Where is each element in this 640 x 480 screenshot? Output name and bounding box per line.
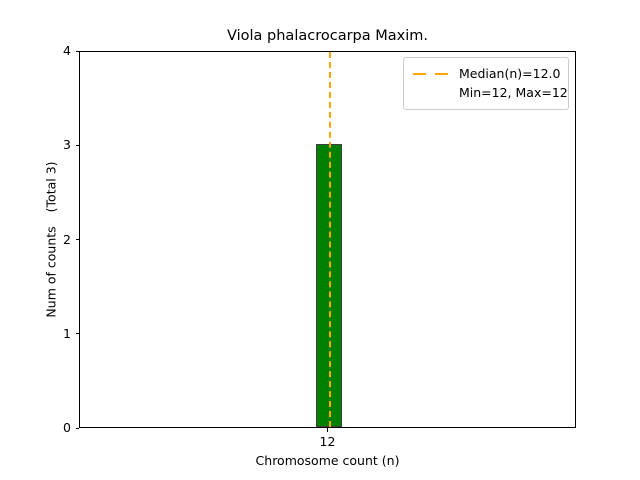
legend-item-minmax: Min=12, Max=12 [412,83,568,102]
dashed-line-icon [412,68,452,80]
x-tick-label: 12 [319,434,336,449]
chart-legend: Median(n)=12.0 Min=12, Max=12 [403,57,569,110]
y-tick-label: 1 [63,325,71,341]
chart-title: Viola phalacrocarpa Maxim. [227,28,428,44]
y-axis-label-line1: Num of counts [43,226,59,318]
y-tick-mark [75,333,79,335]
x-axis-label: Chromosome count (n) [255,453,400,468]
y-tick-mark [75,50,79,52]
y-axis-label-line2: (Total 3) [43,161,59,213]
y-tick-mark [75,144,79,146]
legend-label-median: Median(n)=12.0 [459,66,561,81]
y-tick-label: 2 [63,231,71,247]
y-axis-label: Num of counts (Total 3) [44,50,59,430]
y-tick-mark [75,427,79,429]
plot-area [79,51,576,428]
y-tick-mark [75,239,79,241]
y-tick-label: 0 [63,420,71,435]
legend-label-minmax: Min=12, Max=12 [459,85,568,100]
y-tick-label: 4 [63,43,71,58]
median-line [328,52,331,427]
y-tick-label: 3 [63,137,71,153]
x-tick-mark [327,428,329,432]
legend-item-median: Median(n)=12.0 [412,64,560,83]
